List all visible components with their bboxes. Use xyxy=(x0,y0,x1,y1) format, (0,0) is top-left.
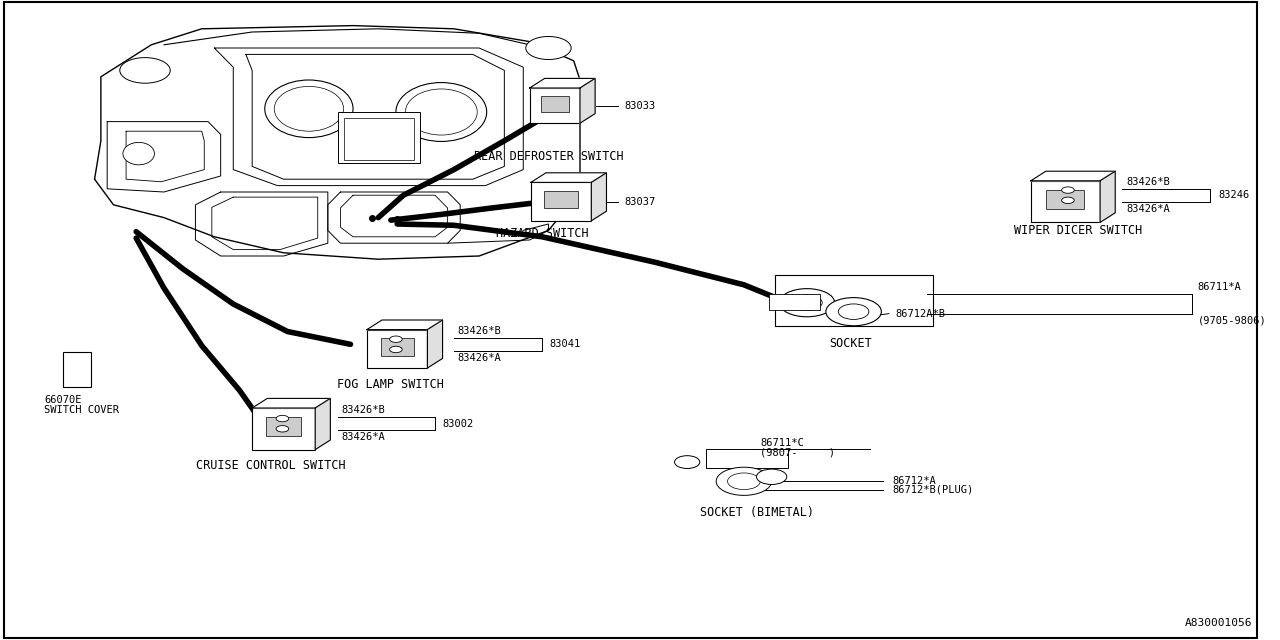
Text: 86712A*B: 86712A*B xyxy=(895,308,945,319)
Bar xyxy=(1046,190,1084,209)
Text: 83426*B: 83426*B xyxy=(342,405,385,415)
Ellipse shape xyxy=(123,143,155,165)
Circle shape xyxy=(120,58,170,83)
Text: WIPER DICER SWITCH: WIPER DICER SWITCH xyxy=(1014,224,1142,237)
Circle shape xyxy=(727,473,760,490)
Polygon shape xyxy=(428,320,443,368)
Text: (9705-9806): (9705-9806) xyxy=(1198,316,1266,326)
Circle shape xyxy=(1061,197,1074,204)
Bar xyxy=(707,449,788,468)
Text: 86712*B(PLUG): 86712*B(PLUG) xyxy=(892,484,974,495)
Text: 83037: 83037 xyxy=(625,196,655,207)
Text: 83002: 83002 xyxy=(443,419,474,429)
Bar xyxy=(531,182,591,221)
Bar xyxy=(338,112,420,163)
Bar xyxy=(544,191,577,208)
Text: 66070E: 66070E xyxy=(44,395,82,405)
Bar xyxy=(63,352,91,387)
Text: A830001056: A830001056 xyxy=(1184,618,1252,628)
Ellipse shape xyxy=(274,86,343,131)
Text: 83041: 83041 xyxy=(549,339,581,349)
Bar xyxy=(266,417,301,436)
Circle shape xyxy=(526,36,571,60)
Polygon shape xyxy=(580,79,595,123)
Polygon shape xyxy=(591,173,607,221)
Text: CRUISE CONTROL SWITCH: CRUISE CONTROL SWITCH xyxy=(196,459,346,472)
Circle shape xyxy=(756,469,787,484)
Circle shape xyxy=(838,304,869,319)
Text: 83426*B: 83426*B xyxy=(1126,177,1170,187)
Ellipse shape xyxy=(396,83,486,141)
Polygon shape xyxy=(252,398,330,408)
Bar xyxy=(1030,181,1100,223)
Text: SWITCH COVER: SWITCH COVER xyxy=(44,404,119,415)
Circle shape xyxy=(276,415,289,422)
Circle shape xyxy=(675,456,700,468)
Circle shape xyxy=(1061,187,1074,193)
Polygon shape xyxy=(530,79,595,88)
Polygon shape xyxy=(1030,172,1115,181)
Bar xyxy=(530,88,580,123)
Bar xyxy=(367,330,428,368)
Circle shape xyxy=(276,426,289,432)
Text: 83246: 83246 xyxy=(1219,190,1249,200)
Circle shape xyxy=(389,336,402,342)
Polygon shape xyxy=(367,320,443,330)
Text: 83426*A: 83426*A xyxy=(458,353,502,363)
Text: SOCKET: SOCKET xyxy=(829,337,873,350)
Ellipse shape xyxy=(265,80,353,138)
Text: 86711*C: 86711*C xyxy=(760,438,804,448)
Circle shape xyxy=(780,289,835,317)
Polygon shape xyxy=(531,173,607,182)
Bar xyxy=(344,118,413,160)
Bar xyxy=(380,338,413,356)
Text: 83033: 83033 xyxy=(625,100,655,111)
Bar xyxy=(769,294,819,310)
Bar xyxy=(541,96,568,112)
Circle shape xyxy=(792,295,822,310)
Bar xyxy=(776,275,933,326)
Polygon shape xyxy=(315,398,330,450)
Circle shape xyxy=(826,298,882,326)
Circle shape xyxy=(717,467,772,495)
Text: 86712*A: 86712*A xyxy=(892,476,937,486)
Text: 86711*A: 86711*A xyxy=(1198,282,1242,292)
Text: 83426*B: 83426*B xyxy=(458,326,502,336)
Text: HAZARD SWITCH: HAZARD SWITCH xyxy=(495,227,589,240)
Text: SOCKET (BIMETAL): SOCKET (BIMETAL) xyxy=(699,506,814,518)
Text: 83426*A: 83426*A xyxy=(342,432,385,442)
Text: 83426*A: 83426*A xyxy=(1126,204,1170,214)
Bar xyxy=(252,408,315,450)
Text: (9807-     ): (9807- ) xyxy=(760,447,836,458)
Text: REAR DEFROSTER SWITCH: REAR DEFROSTER SWITCH xyxy=(474,150,623,163)
Text: FOG LAMP SWITCH: FOG LAMP SWITCH xyxy=(338,378,444,390)
Polygon shape xyxy=(1100,172,1115,223)
Circle shape xyxy=(389,346,402,353)
Ellipse shape xyxy=(406,89,477,135)
